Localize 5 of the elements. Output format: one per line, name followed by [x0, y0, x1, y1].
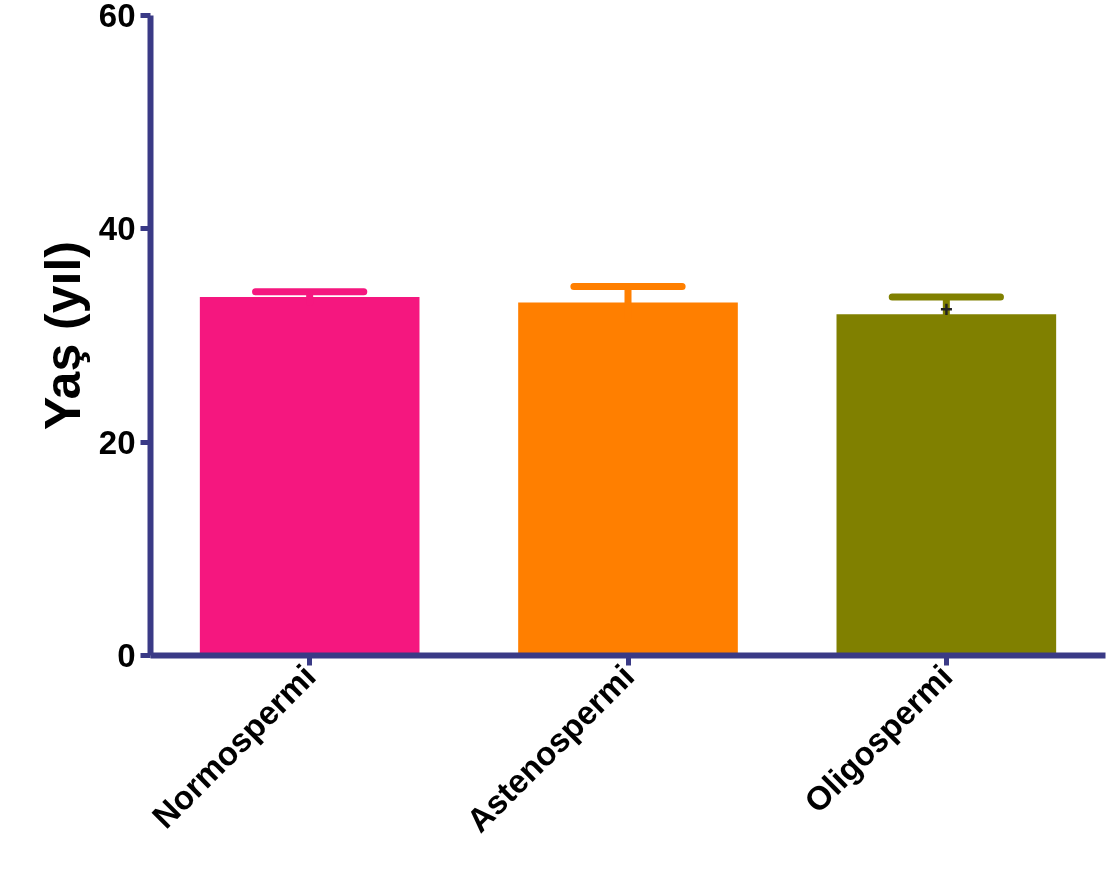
y-tick-label: 60 — [98, 0, 136, 34]
y-tick-label: 0 — [117, 637, 136, 674]
y-tick-label: 20 — [98, 423, 136, 461]
y-axis-title: Yaş (yıl) — [34, 240, 91, 430]
y-tick-label: 40 — [98, 210, 136, 248]
